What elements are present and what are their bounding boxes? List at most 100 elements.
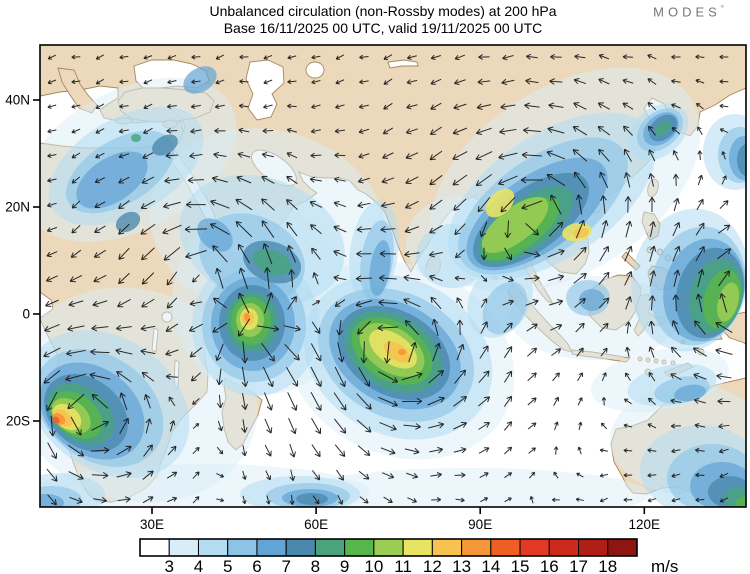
wind-arrow [456, 297, 464, 309]
wind-arrow [598, 78, 610, 85]
wind-arrow [309, 176, 322, 183]
wind-arrow [401, 371, 423, 381]
wind-arrow [71, 104, 81, 109]
wind-arrow [429, 174, 443, 186]
wind-arrow [312, 495, 320, 505]
wind-arrow [625, 220, 633, 238]
wind-arrow [502, 275, 514, 282]
wind-arrow [166, 297, 178, 309]
wind-arrow [288, 269, 296, 288]
wind-arrow [527, 372, 537, 382]
wind-arrow [479, 472, 489, 478]
wind-arrow [695, 78, 705, 84]
wind-arrow [405, 176, 419, 185]
wind-arrow [504, 247, 513, 261]
wind-arrow [45, 275, 58, 283]
wind-arrow [429, 150, 443, 161]
wind-arrow [697, 174, 704, 186]
wind-arrow [527, 422, 537, 430]
wind-arrow [501, 78, 515, 86]
wind-arrow [118, 176, 130, 184]
wind-arrow [405, 200, 419, 209]
wind-arrow [670, 398, 682, 404]
wind-arrow [502, 54, 514, 61]
wind-arrow [550, 194, 562, 215]
wind-arrow [216, 368, 223, 386]
wind-arrow [334, 366, 346, 388]
wind-arrow [694, 447, 705, 453]
colorbar-cell [373, 538, 404, 557]
wind-arrow [479, 221, 488, 238]
wind-arrow [719, 293, 728, 313]
wind-arrow [91, 472, 109, 479]
wind-arrow [216, 497, 225, 503]
wind-arrow [671, 497, 681, 503]
wind-arrow [167, 79, 177, 85]
wind-arrow [598, 271, 610, 285]
wind-arrow [718, 423, 730, 430]
wind-arrow [499, 128, 517, 135]
wind-arrow [405, 128, 418, 135]
wind-arrow [554, 421, 559, 431]
wind-arrow [264, 418, 273, 434]
wind-arrow [166, 271, 178, 286]
wind-arrow [547, 126, 565, 134]
wind-arrow [647, 473, 657, 478]
wind-arrow [693, 398, 706, 404]
colorbar-tick-label: 6 [252, 557, 261, 574]
wind-arrow [503, 395, 513, 407]
wind-arrow [239, 79, 249, 84]
wind-arrow [69, 496, 83, 504]
wind-arrow [429, 199, 443, 210]
wind-arrow [235, 198, 253, 211]
wind-arrow [334, 299, 346, 307]
wind-arrow [673, 197, 680, 212]
wind-arrow [309, 200, 323, 208]
wind-arrow [119, 54, 129, 60]
wind-arrow [358, 103, 369, 110]
wind-arrow [601, 372, 607, 382]
wind-arrow [697, 269, 705, 288]
wind-arrow [648, 173, 655, 187]
wind-arrow [406, 54, 417, 60]
wind-arrow [454, 223, 466, 236]
wind-arrow [192, 446, 200, 455]
wind-arrow [403, 423, 421, 430]
wind-arrow [357, 320, 371, 335]
wind-arrow [357, 445, 371, 457]
wind-arrow [476, 103, 492, 110]
wind-arrow [71, 54, 81, 60]
colorbar-tick-label: 7 [281, 557, 290, 574]
wind-arrow [95, 78, 105, 85]
wind-arrow [165, 349, 179, 357]
wind-arrow [382, 152, 394, 159]
wind-arrow [578, 421, 583, 430]
wind-arrow [377, 324, 399, 332]
wind-arrow [697, 150, 703, 161]
wind-arrow [649, 221, 656, 238]
wind-arrow [428, 250, 443, 258]
wind-arrow [334, 128, 346, 134]
wind-arrow [141, 176, 155, 184]
wind-arrow [383, 102, 393, 110]
map-border [39, 44, 747, 508]
wind-arrow [164, 177, 180, 184]
wind-arrow [261, 220, 275, 238]
wind-arrow [95, 128, 105, 134]
wind-arrow [70, 249, 82, 258]
wind-arrow [454, 249, 465, 259]
wind-arrow [696, 102, 704, 110]
wind-arrow [550, 323, 563, 331]
colorbar-tick-label: 8 [311, 557, 320, 574]
wind-arrow [380, 201, 395, 209]
wind-arrow [162, 224, 182, 235]
wind-arrow [167, 54, 177, 60]
wind-arrow [648, 197, 656, 212]
wind-arrow [142, 152, 154, 159]
wind-arrow [623, 423, 633, 428]
wind-arrow [549, 299, 564, 306]
wind-arrow [552, 372, 560, 382]
wind-arrow [573, 246, 587, 261]
wind-arrow [192, 496, 200, 504]
wind-arrow [286, 152, 298, 159]
